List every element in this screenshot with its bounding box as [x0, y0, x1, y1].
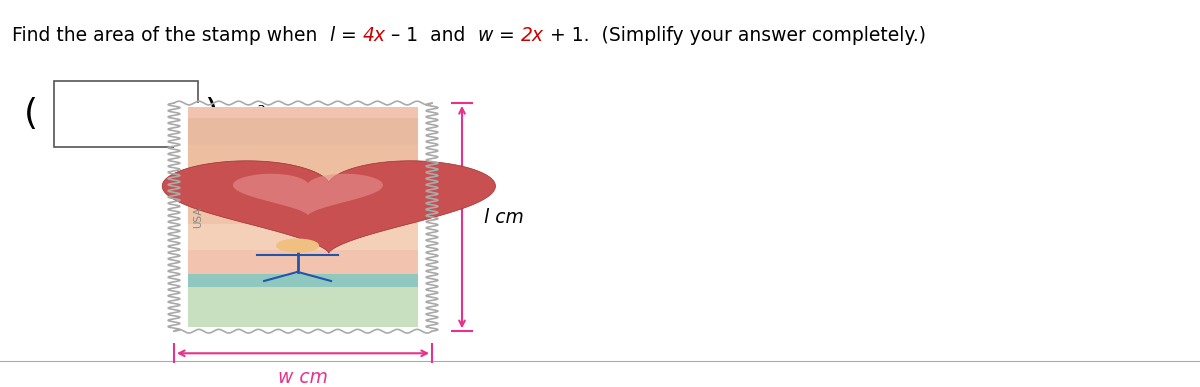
Text: USA: USA	[193, 206, 203, 228]
Text: Find the area of the stamp when: Find the area of the stamp when	[12, 26, 329, 45]
Text: w cm: w cm	[278, 368, 328, 387]
FancyBboxPatch shape	[188, 224, 418, 250]
Text: (: (	[24, 97, 38, 131]
Text: cm²: cm²	[228, 104, 266, 123]
FancyBboxPatch shape	[54, 81, 198, 147]
Text: =: =	[335, 26, 362, 45]
Text: =: =	[493, 26, 521, 45]
FancyBboxPatch shape	[174, 103, 432, 331]
FancyBboxPatch shape	[188, 118, 418, 145]
Polygon shape	[233, 174, 383, 215]
FancyBboxPatch shape	[188, 108, 418, 327]
Text: 4x: 4x	[362, 26, 385, 45]
FancyBboxPatch shape	[188, 197, 418, 224]
FancyBboxPatch shape	[188, 274, 418, 287]
Text: l: l	[329, 26, 335, 45]
Circle shape	[277, 239, 318, 252]
Text: 2x: 2x	[521, 26, 544, 45]
Text: + 1.  (Simplify your answer completely.): + 1. (Simplify your answer completely.)	[544, 26, 926, 45]
Text: l cm: l cm	[484, 207, 523, 227]
Polygon shape	[162, 161, 496, 253]
Text: – 1  and: – 1 and	[385, 26, 478, 45]
Text: w: w	[478, 26, 493, 45]
FancyBboxPatch shape	[188, 279, 418, 327]
Text: ): )	[204, 97, 218, 131]
FancyBboxPatch shape	[188, 171, 418, 197]
FancyBboxPatch shape	[188, 145, 418, 171]
